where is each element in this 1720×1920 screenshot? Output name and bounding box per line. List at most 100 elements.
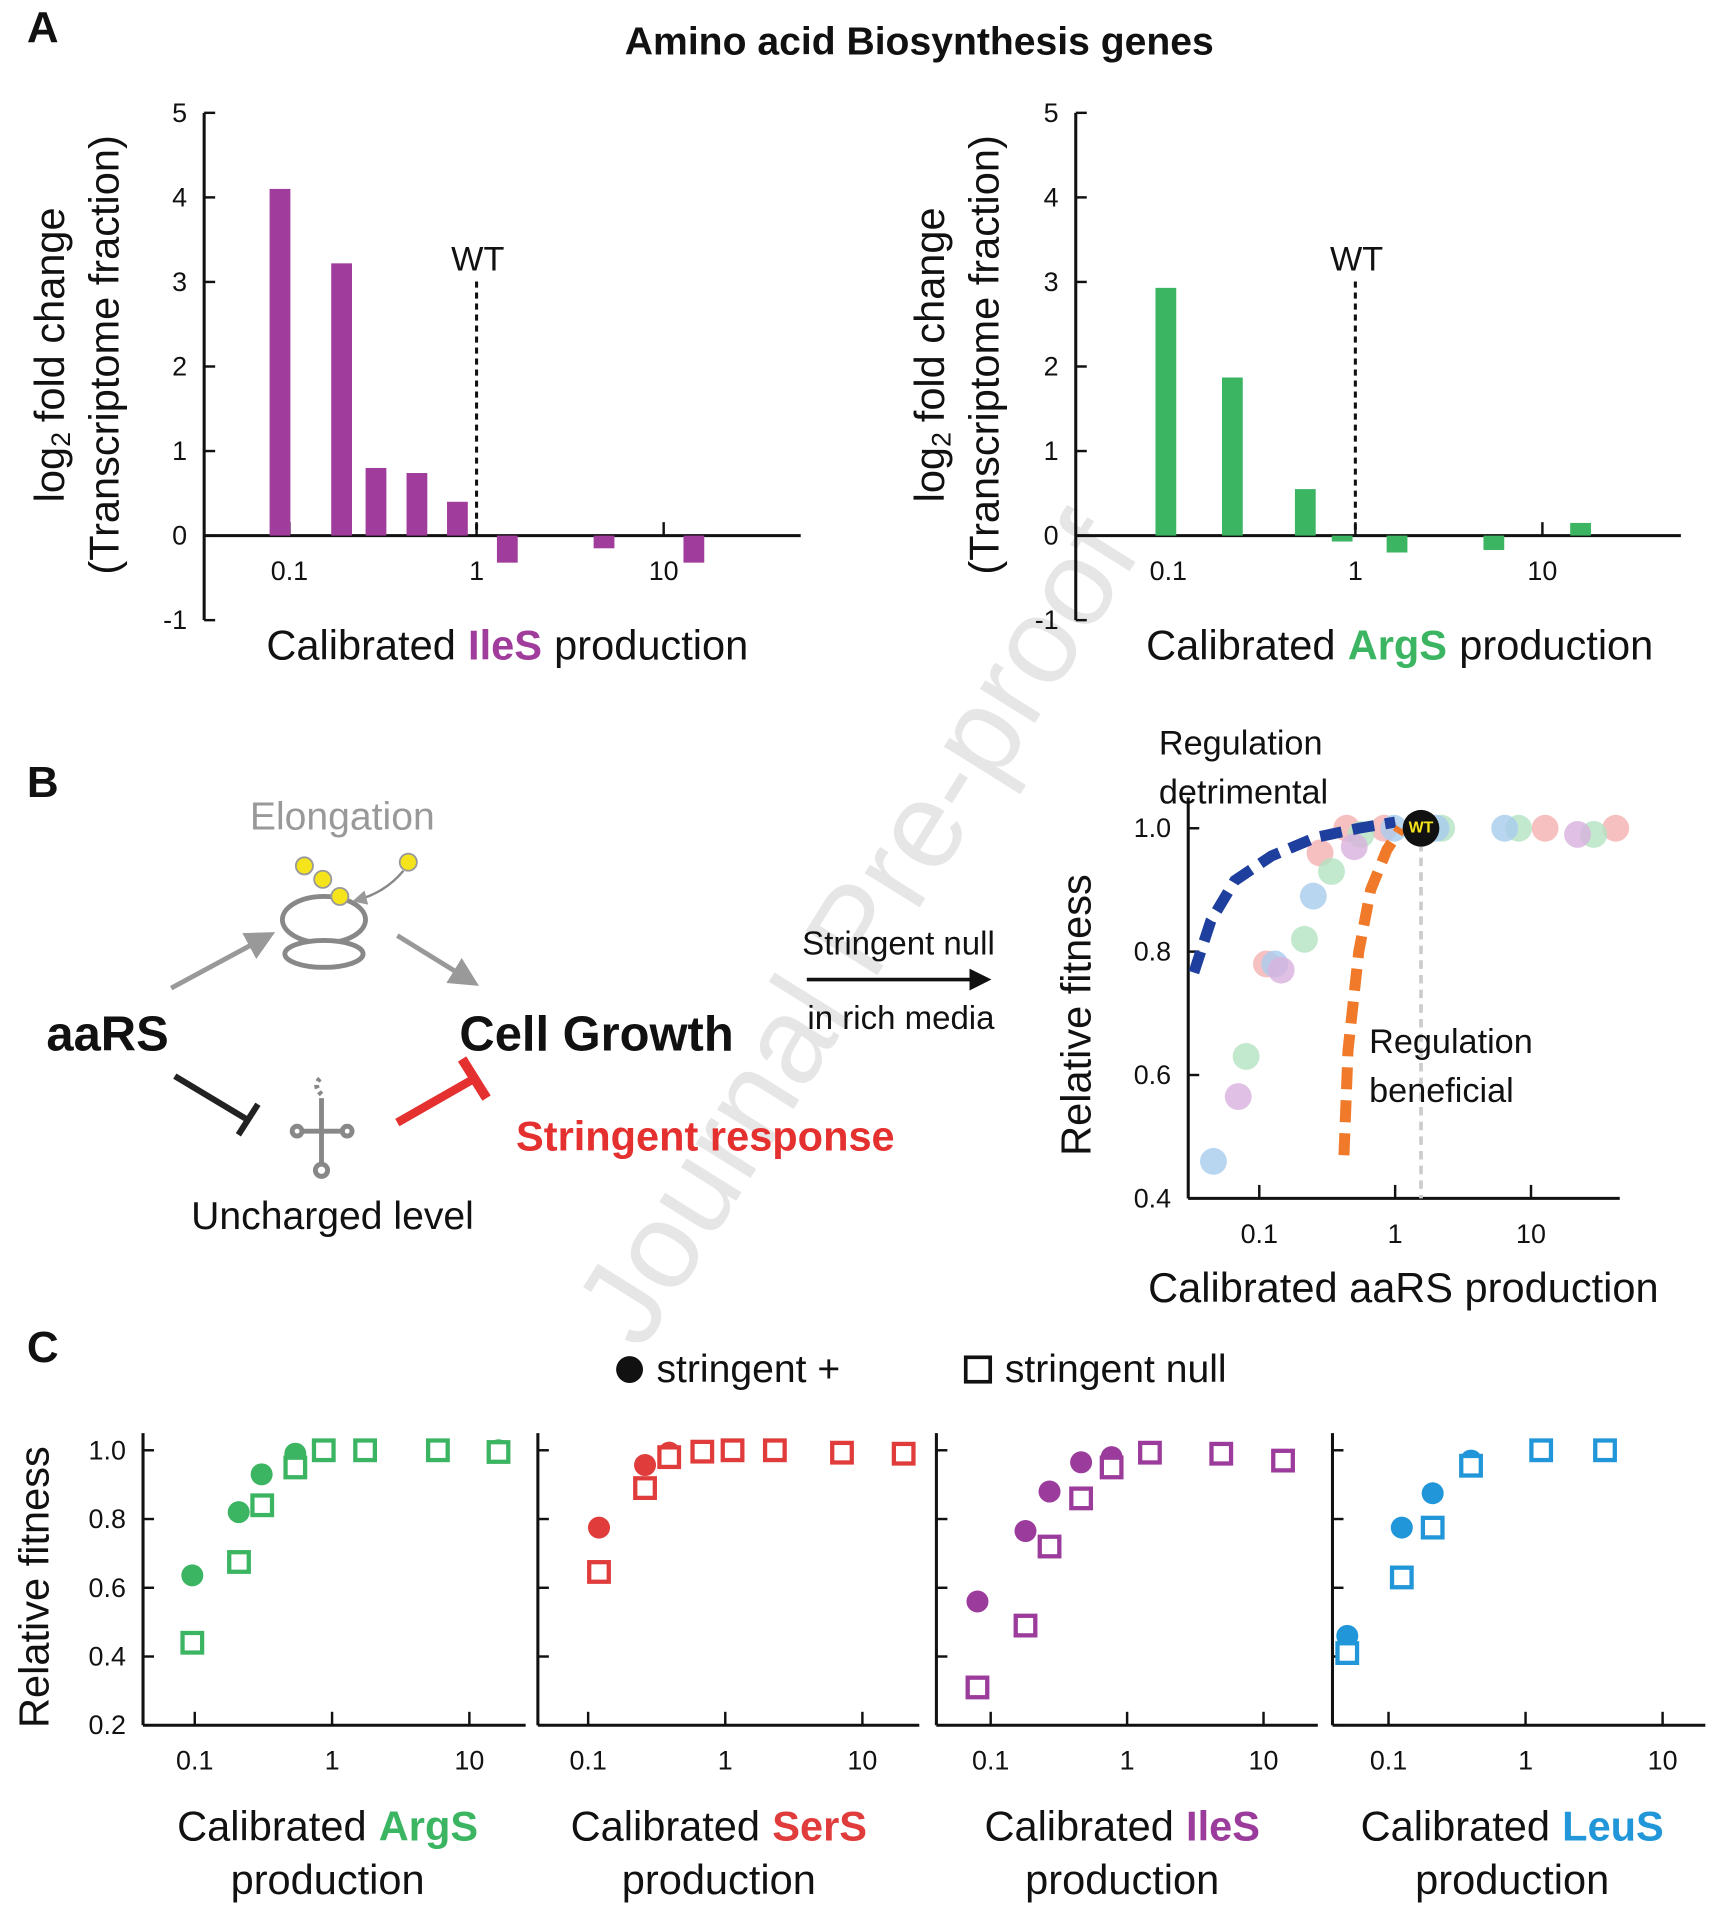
x-tick-label: 0.1: [972, 1746, 1009, 1776]
point: [1299, 882, 1327, 910]
point: [1014, 1520, 1037, 1543]
legend-label: stringent null: [1005, 1348, 1227, 1391]
y-tick-label: 0.2: [89, 1710, 126, 1740]
point: [657, 1445, 682, 1470]
y-tick-label: 3: [1044, 267, 1059, 297]
y-tick-label: 0.4: [89, 1642, 126, 1672]
point: [1038, 1480, 1061, 1503]
bar: [1331, 535, 1353, 542]
point: [634, 1454, 657, 1477]
y-tick-label: 1: [1044, 436, 1059, 466]
bar: [1294, 489, 1316, 536]
x-axis-label-gene: IleS: [1186, 1802, 1260, 1849]
y-tick-label: 5: [172, 98, 187, 128]
y-tick-label: 4: [1044, 182, 1059, 212]
point: [1138, 1440, 1162, 1465]
point: [830, 1440, 854, 1465]
bar: [496, 535, 518, 563]
y-tick-label: 0.8: [1134, 937, 1171, 967]
x-axis-label: Calibrated LeuS: [1361, 1802, 1664, 1849]
point: [180, 1630, 205, 1655]
trna: [289, 1075, 355, 1179]
x-tick-label: 0.1: [1150, 556, 1187, 586]
panel-label: C: [27, 1323, 59, 1372]
panel-label: B: [27, 758, 59, 807]
y-axis-label: log2 fold change: [25, 207, 76, 502]
curve-label: beneficial: [1369, 1072, 1514, 1110]
point: [633, 1476, 657, 1501]
point: [1209, 1441, 1234, 1466]
arrow-label: Stringent null: [802, 924, 995, 961]
y-axis-label: (Transcriptome fraction): [80, 135, 127, 574]
point: [1267, 956, 1295, 984]
point: [353, 1438, 378, 1463]
x-tick-label: 0.1: [1370, 1746, 1407, 1776]
y-tick-label: 0: [172, 521, 187, 551]
y-axis-label: log2 fold change: [906, 207, 957, 502]
point: [690, 1439, 715, 1464]
point: [1013, 1613, 1038, 1638]
x-axis-label-part: Calibrated: [984, 1802, 1173, 1849]
y-tick-label: 0.6: [1134, 1060, 1171, 1090]
amino-acid: [294, 856, 314, 876]
panel-label: A: [27, 3, 59, 52]
x-axis-label-part: Calibrated: [266, 621, 455, 668]
inhibition: [173, 1073, 250, 1123]
x-tick-label: 10: [1249, 1746, 1279, 1776]
y-axis-label-part: log: [906, 447, 953, 502]
diagram: Elongation aaRS Cell Growth Uncharged le…: [46, 795, 995, 1238]
y-tick-label: 4: [172, 182, 187, 212]
x-tick-label: 1: [1120, 1746, 1135, 1776]
point: [1232, 1043, 1260, 1070]
x-axis-label: production: [231, 1856, 425, 1903]
reference-label: WT: [1330, 241, 1383, 279]
wt-label: WT: [1409, 820, 1434, 837]
legend-marker: [963, 1355, 993, 1384]
point: [1340, 833, 1368, 861]
y-axis-label-part: fold change: [25, 207, 72, 422]
legend-label: stringent +: [656, 1348, 840, 1391]
point: [966, 1590, 989, 1613]
point: [1335, 1641, 1360, 1665]
bar: [447, 501, 468, 536]
x-tick-label: 10: [1516, 1219, 1546, 1249]
y-tick-label: 1: [172, 436, 187, 466]
point: [1531, 814, 1559, 842]
x-axis-label: production: [622, 1856, 816, 1903]
bar: [683, 535, 705, 563]
y-tick-label: -1: [1035, 605, 1059, 635]
point: [1099, 1455, 1124, 1480]
bar: [365, 467, 387, 536]
x-axis-label-gene: ArgS: [379, 1802, 478, 1849]
x-axis-label: Calibrated aaRS production: [1148, 1264, 1658, 1311]
y-tick-label: 1.0: [89, 1435, 126, 1465]
point: [1271, 1448, 1295, 1473]
curve-label: Regulation: [1369, 1023, 1533, 1061]
amino-acid: [330, 886, 350, 906]
point: [227, 1550, 251, 1574]
bar: [269, 188, 291, 536]
diagram-label: Stringent response: [516, 1113, 895, 1160]
bar: [406, 473, 428, 536]
y-tick-label: 0.4: [1134, 1183, 1171, 1213]
point: [965, 1675, 990, 1700]
x-tick-label: 1: [1518, 1746, 1533, 1776]
x-axis-label-part: production: [554, 621, 748, 668]
point: [720, 1438, 745, 1463]
x-axis-label-gene: LeuS: [1562, 1802, 1664, 1849]
curve: [1338, 825, 1406, 1156]
x-axis-label: Calibrated SerS: [571, 1802, 867, 1849]
x-axis-label-part: Calibrated: [1146, 621, 1335, 668]
diagram-label: Uncharged level: [191, 1195, 474, 1238]
y-axis-label: Relative fitness: [11, 1446, 58, 1728]
x-tick-label: 10: [1527, 556, 1557, 586]
x-tick-label: 1: [469, 556, 484, 586]
point: [762, 1438, 787, 1463]
x-tick-label: 1: [718, 1746, 733, 1776]
arrow: [352, 869, 405, 905]
point: [587, 1516, 611, 1539]
point: [311, 1438, 336, 1463]
y-tick-label: 0.6: [89, 1573, 126, 1603]
y-tick-label: 0: [1044, 521, 1059, 551]
